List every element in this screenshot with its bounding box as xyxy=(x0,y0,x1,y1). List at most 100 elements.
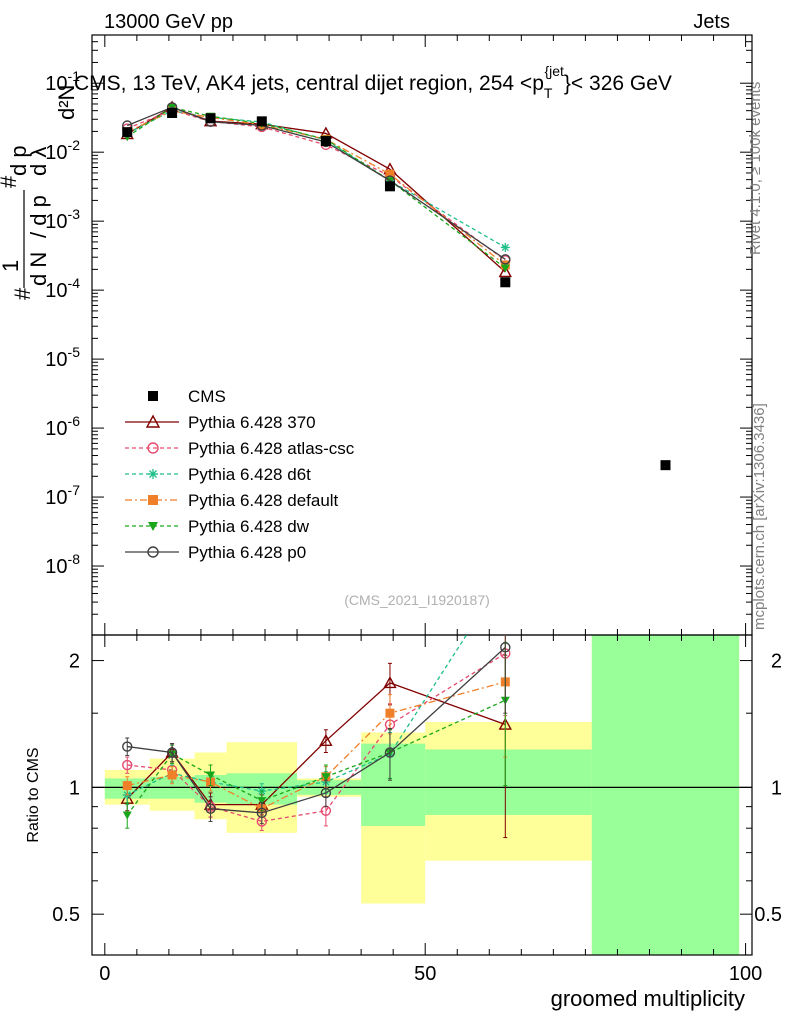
svg-text:/ d p: / d p xyxy=(26,195,51,238)
y-tick-label-4: 10-5 xyxy=(45,344,80,371)
ratio-point-4-4 xyxy=(321,773,331,782)
svg-text:1: 1 xyxy=(0,260,23,272)
series-0 xyxy=(120,100,512,278)
ratio-series-layer xyxy=(120,570,512,839)
rivet-label: Rivet 4.1.0, ≥ 100k events xyxy=(747,82,764,255)
y-tick-label-2: 10-3 xyxy=(45,206,80,233)
series-2-point-6 xyxy=(500,242,510,252)
ratio-tick-label-right-1: 1 xyxy=(771,777,782,799)
series-2 xyxy=(122,106,510,252)
y-tick-label-5: 10-6 xyxy=(45,413,80,440)
ratio-point-3-5 xyxy=(385,708,395,718)
plot-title: CMS, 13 TeV, AK4 jets, central dijet reg… xyxy=(74,63,672,101)
ratio-point-0-5 xyxy=(383,675,397,689)
y-tick-label-6: 10-7 xyxy=(45,482,80,509)
y-axis-label-main: # 1 d N / d p # d p d λ d²N xyxy=(0,85,79,300)
legend-label-5: Pythia 6.428 p0 xyxy=(188,543,306,562)
series-line-5 xyxy=(126,106,506,260)
legend-item-4: Pythia 6.428 dw xyxy=(125,517,310,536)
ratio-uncertainty-bands xyxy=(92,635,752,955)
legend-item-0: Pythia 6.428 370 xyxy=(125,413,316,432)
series-0-point-6 xyxy=(498,265,512,278)
svg-text:d p: d p xyxy=(6,145,31,176)
series-3 xyxy=(122,106,510,270)
legend-item-3: Pythia 6.428 default xyxy=(125,491,339,510)
axes-ticks: 0 50 100 10-1 10-2 10-3 10-4 10-5 10-6 10-7 10-8 0.… xyxy=(45,34,782,985)
x-tick-label-0: 0 xyxy=(99,963,110,985)
svg-text:d λ: d λ xyxy=(26,147,51,176)
cms-point-5 xyxy=(384,181,395,192)
legend-item-1: Pythia 6.428 atlas-csc xyxy=(125,439,355,458)
ratio-point-4-2 xyxy=(206,771,216,780)
analysis-watermark: (CMS_2021_I1920187) xyxy=(344,592,490,608)
series-4 xyxy=(122,104,510,273)
ratio-tick-label-right-0: 0.5 xyxy=(754,904,782,926)
series-4-point-6 xyxy=(500,264,510,273)
title-sup: {jet xyxy=(544,63,564,79)
series-5-point-6 xyxy=(500,254,511,265)
legend-label-cms: CMS xyxy=(188,387,226,406)
legend-label-1: Pythia 6.428 atlas-csc xyxy=(188,439,355,458)
ratio-tick-label-right-2: 2 xyxy=(771,651,782,673)
x-tick-label-2: 100 xyxy=(729,963,762,985)
y-tick-label-3: 10-4 xyxy=(45,275,80,302)
legend-item-5: Pythia 6.428 p0 xyxy=(125,543,306,562)
x-tick-label-1: 50 xyxy=(414,963,436,985)
y-tick-label-0: 10-1 xyxy=(45,68,80,95)
title-tail: }< 326 GeV xyxy=(564,72,672,95)
legend-label-2: Pythia 6.428 d6t xyxy=(188,465,311,484)
ratio-point-1-0 xyxy=(122,759,133,771)
ratio-point-5-2 xyxy=(205,803,216,814)
svg-text:d N: d N xyxy=(26,252,51,286)
ratio-point-4-3 xyxy=(257,797,267,806)
cms-data-points xyxy=(122,107,671,471)
cms-point-7 xyxy=(660,460,671,471)
ratio-point-4-0 xyxy=(122,811,132,820)
legend-marker-4 xyxy=(148,522,158,531)
legend-marker-2 xyxy=(148,469,158,479)
cms-point-6 xyxy=(500,277,511,288)
title-main: CMS, 13 TeV, AK4 jets, central dijet reg… xyxy=(74,72,544,95)
legend-label-4: Pythia 6.428 dw xyxy=(188,517,310,536)
y-tick-label-7: 10-8 xyxy=(45,551,80,578)
legend-label-0: Pythia 6.428 370 xyxy=(188,413,316,432)
svg-text:#: # xyxy=(0,175,21,188)
y-label-numerator: d²N xyxy=(54,85,79,120)
legend-label-3: Pythia 6.428 default xyxy=(188,491,339,510)
series-line-2 xyxy=(126,110,506,248)
ratio-point-5-3 xyxy=(256,807,268,819)
ratio-point-0-4 xyxy=(319,733,333,746)
main-series-layer xyxy=(120,100,671,471)
ratio-point-5-4 xyxy=(320,787,332,799)
svg-text:#: # xyxy=(10,287,35,300)
ratio-point-5-5 xyxy=(384,747,396,758)
legend-marker-0 xyxy=(145,414,161,428)
header-right: Jets xyxy=(693,11,730,33)
series-1 xyxy=(122,104,511,266)
series-line-3 xyxy=(126,110,506,266)
series-5 xyxy=(122,102,511,265)
ratio-y-label: Ratio to CMS xyxy=(25,747,42,842)
legend-marker-3 xyxy=(148,495,158,505)
cms-point-2 xyxy=(205,113,216,124)
ratio-point-5-6 xyxy=(500,642,511,653)
ratio-tick-label-2: 2 xyxy=(69,651,80,673)
series-3-point-5 xyxy=(385,169,395,179)
ratio-point-5-1 xyxy=(166,747,178,758)
ratio-point-3-1 xyxy=(167,770,177,780)
ratio-point-2-6 xyxy=(501,570,510,579)
series-line-0 xyxy=(126,106,506,273)
ratio-tick-label-0: 0.5 xyxy=(52,904,80,926)
cms-point-0 xyxy=(122,127,133,138)
legend: CMS Pythia 6.428 370 Pythia 6.428 atlas-cs… xyxy=(125,387,355,562)
header-left: 13000 GeV pp xyxy=(104,11,233,33)
cms-point-3 xyxy=(256,116,267,127)
stat-band-7 xyxy=(591,635,740,955)
y-tick-label-1: 10-2 xyxy=(45,137,80,164)
x-axis-label: groomed multiplicity xyxy=(551,986,745,1011)
ratio-plot-frame xyxy=(91,634,753,956)
ratio-tick-label-1: 1 xyxy=(69,777,80,799)
legend-marker-5 xyxy=(147,546,159,558)
ratio-series-5 xyxy=(122,635,511,825)
